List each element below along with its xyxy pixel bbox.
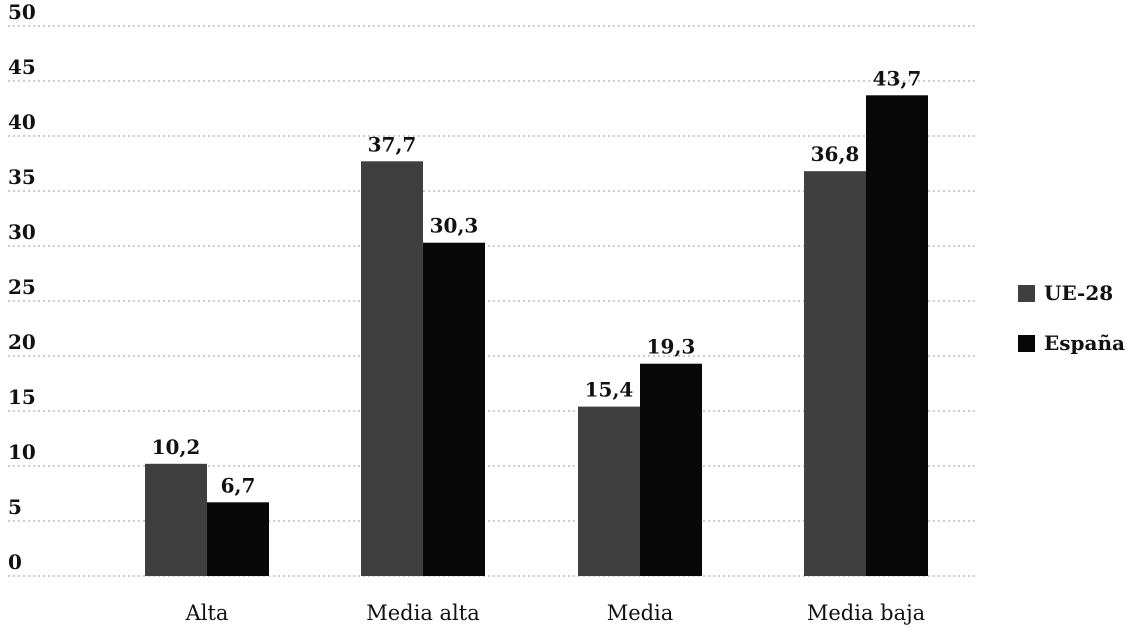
y-tick-label: 40 <box>8 110 36 134</box>
bar-ue28 <box>578 406 640 576</box>
bar-espana <box>866 95 928 577</box>
data-label: 43,7 <box>873 66 922 90</box>
data-label: 30,3 <box>430 214 479 238</box>
data-label: 6,7 <box>221 473 256 497</box>
data-label: 37,7 <box>368 132 417 156</box>
y-tick-label: 5 <box>8 495 22 519</box>
bar-ue28 <box>145 463 207 576</box>
bar-ue28 <box>361 161 423 577</box>
x-category-label: Alta <box>185 601 229 625</box>
data-label: 19,3 <box>647 335 696 359</box>
y-tick-label: 35 <box>8 165 36 189</box>
y-tick-label: 25 <box>8 275 36 299</box>
bar-espana <box>423 242 485 576</box>
x-category-label: Media <box>607 601 674 625</box>
bar-espana <box>640 363 702 576</box>
y-tick-label: 0 <box>8 550 22 574</box>
legend-swatch <box>1018 285 1035 302</box>
bar-espana <box>207 502 269 576</box>
y-tick-label: 10 <box>8 440 36 464</box>
y-tick-label: 20 <box>8 330 36 354</box>
data-label: 10,2 <box>152 435 201 459</box>
y-tick-label: 45 <box>8 55 36 79</box>
data-label: 15,4 <box>585 378 634 402</box>
legend-label: UE-28 <box>1044 281 1113 305</box>
x-category-label: Media alta <box>366 601 479 625</box>
y-tick-label: 50 <box>8 0 36 24</box>
x-category-label: Media baja <box>807 601 925 625</box>
bar-ue28 <box>804 171 866 576</box>
legend-label: España <box>1044 331 1125 355</box>
y-tick-label: 15 <box>8 385 36 409</box>
legend-swatch <box>1018 335 1035 352</box>
data-label: 36,8 <box>811 142 860 166</box>
y-tick-label: 30 <box>8 220 36 244</box>
